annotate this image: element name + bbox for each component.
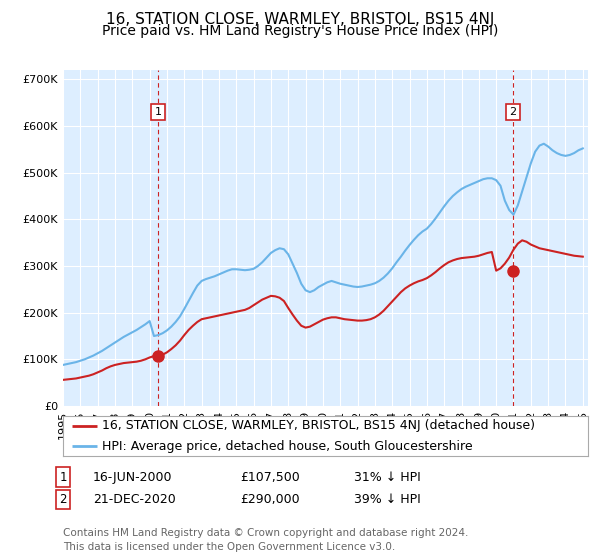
Text: 16, STATION CLOSE, WARMLEY, BRISTOL, BS15 4NJ: 16, STATION CLOSE, WARMLEY, BRISTOL, BS1… bbox=[106, 12, 494, 27]
Text: 1: 1 bbox=[59, 470, 67, 484]
Text: 31% ↓ HPI: 31% ↓ HPI bbox=[354, 470, 421, 484]
Text: £290,000: £290,000 bbox=[240, 493, 299, 506]
Text: £107,500: £107,500 bbox=[240, 470, 300, 484]
Text: HPI: Average price, detached house, South Gloucestershire: HPI: Average price, detached house, Sout… bbox=[103, 440, 473, 452]
Text: Price paid vs. HM Land Registry's House Price Index (HPI): Price paid vs. HM Land Registry's House … bbox=[102, 24, 498, 38]
Text: 2: 2 bbox=[59, 493, 67, 506]
Text: 16, STATION CLOSE, WARMLEY, BRISTOL, BS15 4NJ (detached house): 16, STATION CLOSE, WARMLEY, BRISTOL, BS1… bbox=[103, 419, 535, 432]
Text: 1: 1 bbox=[155, 107, 162, 117]
Text: Contains HM Land Registry data © Crown copyright and database right 2024.
This d: Contains HM Land Registry data © Crown c… bbox=[63, 528, 469, 552]
Text: 16-JUN-2000: 16-JUN-2000 bbox=[93, 470, 173, 484]
Text: 21-DEC-2020: 21-DEC-2020 bbox=[93, 493, 176, 506]
Text: 39% ↓ HPI: 39% ↓ HPI bbox=[354, 493, 421, 506]
Text: 2: 2 bbox=[509, 107, 517, 117]
